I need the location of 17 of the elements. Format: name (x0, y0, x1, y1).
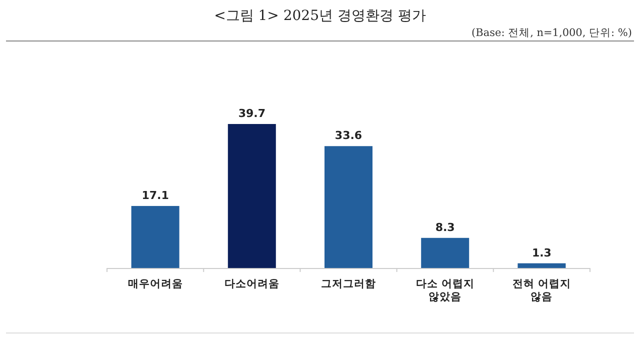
x-tick-label: 다소 어렵지 않았음 (416, 278, 474, 303)
data-label: 1.3 (532, 246, 552, 260)
x-tick-label: 그저그러함 (321, 278, 376, 290)
bar (518, 263, 566, 268)
data-label: 39.7 (238, 107, 266, 120)
data-label: 8.3 (435, 220, 455, 234)
chart-title: <그림 1> 2025년 경영환경 평가 (214, 8, 426, 24)
x-tick-label: 전혀 어렵지 않음 (512, 278, 572, 303)
bar (228, 124, 276, 268)
x-tick-label: 다소어려움 (224, 278, 280, 290)
data-label: 33.6 (334, 129, 362, 142)
chart-subtitle: (Base: 전체, n=1,000, 단위: %) (472, 27, 632, 39)
x-tick-label: 매우어려움 (128, 278, 183, 290)
bar (131, 206, 180, 268)
bar (324, 146, 372, 268)
bar (421, 238, 470, 268)
data-label: 17.1 (142, 188, 169, 202)
